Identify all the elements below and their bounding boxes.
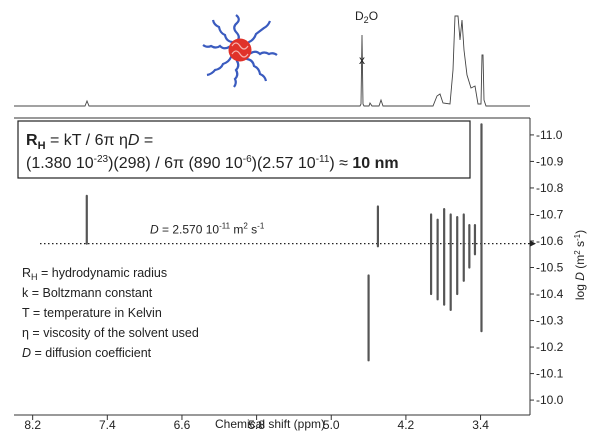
formula-line-1: RH = kT / 6π ηD =: [26, 132, 153, 152]
formula-box: [17, 120, 471, 179]
solvent-marker: x: [359, 53, 365, 67]
diffusion-arrow: [530, 240, 536, 247]
y-tick-label: -10.6: [536, 234, 564, 248]
x-tick-label: 6.6: [174, 418, 191, 432]
x-tick-label: 5.0: [323, 418, 340, 432]
x-tick-label: 3.4: [472, 418, 489, 432]
x-tick-label: 7.4: [99, 418, 116, 432]
nanoparticle-icon: [202, 14, 278, 88]
definitions: RH = hydrodynamic radius k = Boltzmann c…: [22, 266, 199, 360]
diffusion-label: D = 2.570 10-11 m2 s-1: [150, 222, 265, 237]
y-axis-title: log D (m2 s-1): [573, 230, 587, 300]
y-tick-label: -11.0: [536, 128, 563, 142]
solvent-label: D2O: [355, 9, 378, 25]
y-tick-label: -10.2: [536, 340, 564, 354]
definition: η = viscosity of the solvent used: [22, 326, 199, 340]
x-axis-title: Chemical shift (ppm): [215, 417, 325, 431]
x-tick-label: 5.8: [248, 418, 265, 432]
definition: T = temperature in Kelvin: [22, 306, 162, 320]
y-tick-label: -10.3: [536, 314, 564, 328]
y-tick-label: -10.1: [536, 367, 564, 381]
x-tick-label: 8.2: [24, 418, 41, 432]
plot-area: 8.2 7.4 6.6 5.8 5.0 4.2 3.4 -11.0 -10.9 -10.8 -10.…: [24, 123, 564, 432]
y-tick-label: -10.9: [536, 154, 564, 168]
definition: RH = hydrodynamic radius: [22, 266, 167, 282]
y-tick-label: -10.0: [536, 393, 564, 407]
definition: D = diffusion coefficient: [22, 346, 152, 360]
y-tick-label: -10.5: [536, 261, 564, 275]
y-tick-label: -10.8: [536, 181, 564, 195]
x-tick-label: 4.2: [398, 418, 415, 432]
spectrum-1d: [14, 15, 530, 107]
definition: k = Boltzmann constant: [22, 286, 153, 300]
formula-line-2: (1.380 10-23)(298) / 6π (890 10-6)(2.57 …: [26, 154, 399, 172]
y-tick-label: -10.7: [536, 207, 564, 221]
y-tick-label: -10.4: [536, 287, 564, 301]
